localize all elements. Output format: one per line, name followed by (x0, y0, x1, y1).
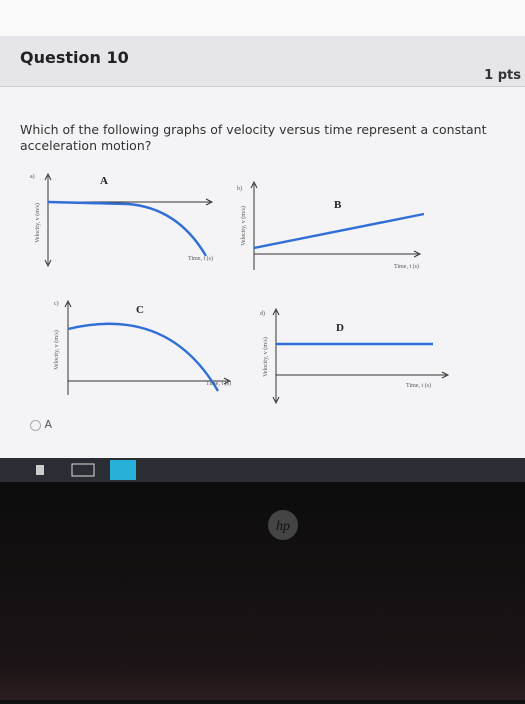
curve (253, 212, 425, 250)
y-axis-label: Velocity, v (m/s) (34, 203, 41, 243)
graph-tag: a) (30, 173, 35, 180)
graph-c: c) C Velocity, v (m/s) Time, t (s) (53, 299, 232, 395)
curve (67, 322, 220, 392)
question-text: Which of the following graphs of velocit… (20, 122, 487, 153)
top-strip (0, 0, 525, 37)
question-title: Question 10 (20, 48, 129, 67)
graph-label: B (334, 199, 342, 211)
mic-icon (36, 465, 44, 475)
axes (44, 172, 214, 268)
graph-a: a) A Velocity, v (m/s) Time, t (s) (30, 172, 214, 268)
points: 1 pts (484, 68, 521, 83)
radio-button[interactable] (30, 419, 41, 431)
logo-area: hp (268, 510, 298, 540)
graph-b: b) B Velocity, v (m/s) Time, t (s) (237, 180, 425, 270)
x-axis-label: Time, t (s) (406, 382, 431, 389)
graph-label: A (100, 175, 108, 187)
axes (250, 180, 422, 270)
axes (272, 307, 450, 405)
graph-tag: b) (237, 185, 242, 192)
x-axis-label: Time, t (s) (394, 263, 419, 270)
app-icon (110, 460, 136, 480)
y-axis-label: Velocity, v (m/s) (262, 337, 269, 377)
taskbar (0, 458, 525, 482)
y-axis-label: Velocity, v (m/s) (240, 206, 247, 246)
screen: Question 10 1 pts Which of the following… (0, 0, 525, 458)
axes (64, 299, 232, 395)
task-view-icon (71, 463, 95, 477)
taskbar-icons (36, 460, 136, 480)
logo-circle (268, 510, 298, 540)
graph-label: C (136, 304, 144, 316)
graph-label: D (336, 322, 344, 334)
x-axis-label: Time, t (s) (206, 380, 231, 387)
curve (47, 200, 208, 257)
graph-d: d) D Velocity, v (m/s) Time, t (s) (260, 307, 450, 405)
laptop-bezel: hp (0, 482, 525, 700)
y-axis-label: Velocity, v (m/s) (53, 330, 60, 370)
graph-tag: d) (260, 310, 265, 317)
graph-tag: c) (54, 300, 59, 307)
logo: hp (276, 519, 290, 534)
answer-option[interactable]: A (30, 418, 52, 431)
question-header: Question 10 1 pts (0, 36, 525, 87)
x-axis-label: Time, t (s) (188, 255, 213, 262)
option-label: A (44, 418, 53, 431)
